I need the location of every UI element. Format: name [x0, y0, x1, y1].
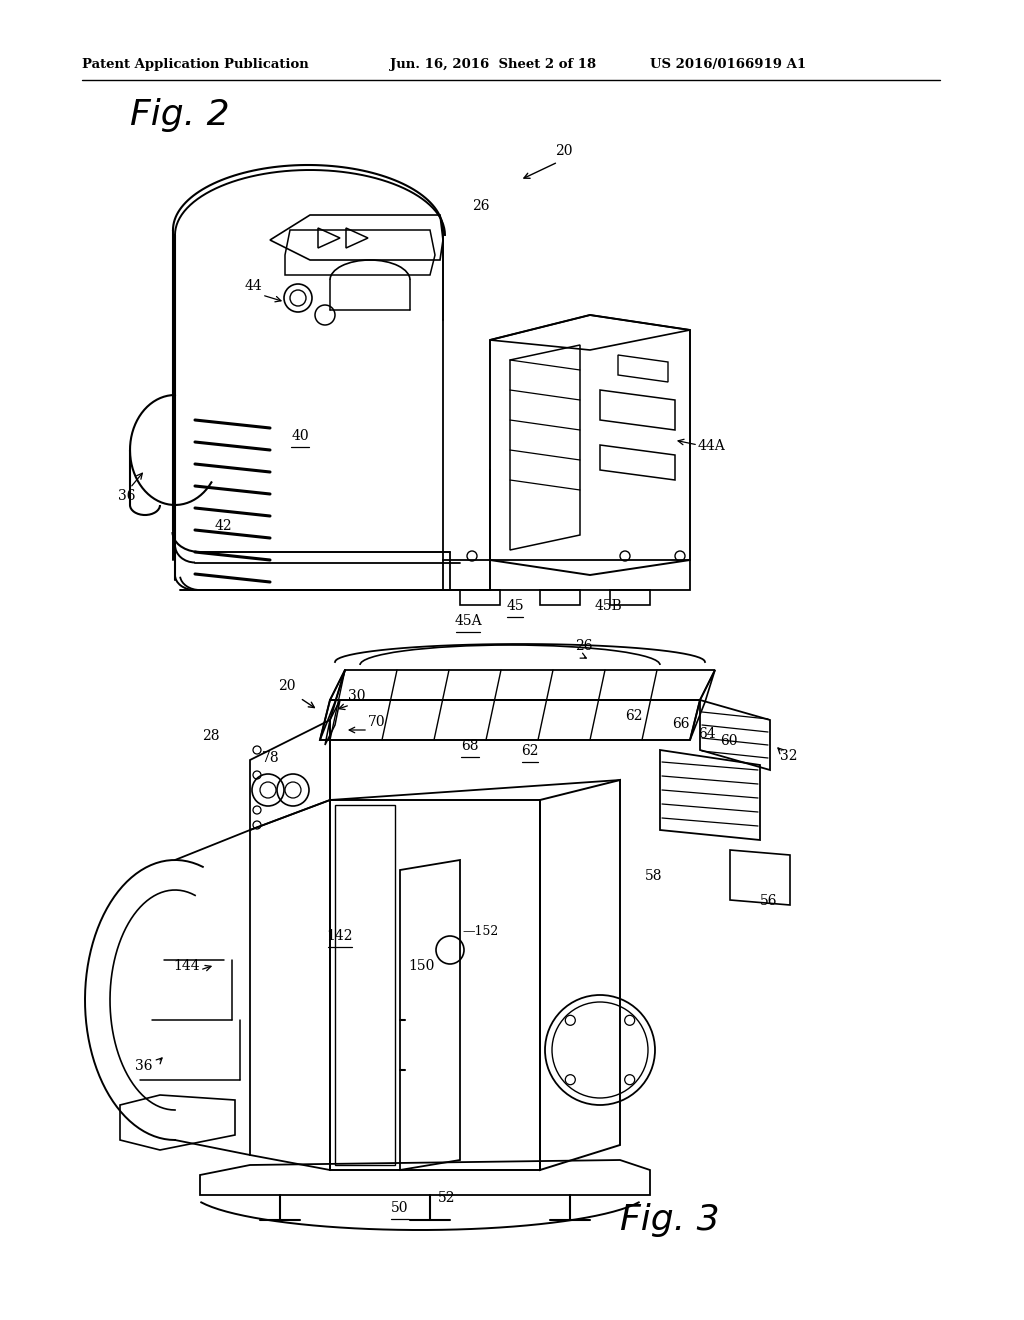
- Text: 68: 68: [461, 739, 479, 752]
- Text: 36: 36: [134, 1059, 152, 1073]
- Text: 32: 32: [780, 748, 798, 763]
- Text: 42: 42: [215, 519, 232, 533]
- Text: US 2016/0166919 A1: US 2016/0166919 A1: [650, 58, 806, 71]
- Text: 45: 45: [506, 599, 524, 612]
- Text: 30: 30: [348, 689, 366, 704]
- Text: 58: 58: [645, 869, 663, 883]
- Text: Jun. 16, 2016  Sheet 2 of 18: Jun. 16, 2016 Sheet 2 of 18: [390, 58, 596, 71]
- Text: Patent Application Publication: Patent Application Publication: [82, 58, 309, 71]
- Text: 26: 26: [472, 199, 489, 213]
- Text: Fig. 3: Fig. 3: [620, 1203, 720, 1237]
- Text: Fig. 2: Fig. 2: [130, 98, 229, 132]
- Text: 28: 28: [203, 729, 220, 743]
- Text: 44: 44: [245, 279, 263, 293]
- Text: 56: 56: [760, 894, 777, 908]
- Text: 44A: 44A: [698, 440, 726, 453]
- Text: —152: —152: [462, 925, 499, 939]
- Text: 20: 20: [555, 144, 572, 158]
- Text: 36: 36: [118, 488, 135, 503]
- Text: 142: 142: [327, 929, 353, 942]
- Text: 70: 70: [368, 715, 386, 729]
- Text: 50: 50: [391, 1201, 409, 1214]
- Text: 144: 144: [173, 960, 200, 973]
- Text: 62: 62: [625, 709, 642, 723]
- Text: 64: 64: [698, 727, 716, 741]
- Text: 40: 40: [291, 429, 309, 444]
- Text: 60: 60: [720, 734, 737, 748]
- Text: 150: 150: [408, 960, 434, 973]
- Text: 52: 52: [438, 1191, 456, 1205]
- Text: 66: 66: [672, 717, 689, 731]
- Text: 62: 62: [521, 744, 539, 758]
- Text: 20: 20: [279, 678, 296, 693]
- Text: 45B: 45B: [595, 599, 623, 612]
- Text: 78: 78: [262, 751, 280, 766]
- Text: 45A: 45A: [455, 614, 482, 628]
- Text: 26: 26: [575, 639, 593, 653]
